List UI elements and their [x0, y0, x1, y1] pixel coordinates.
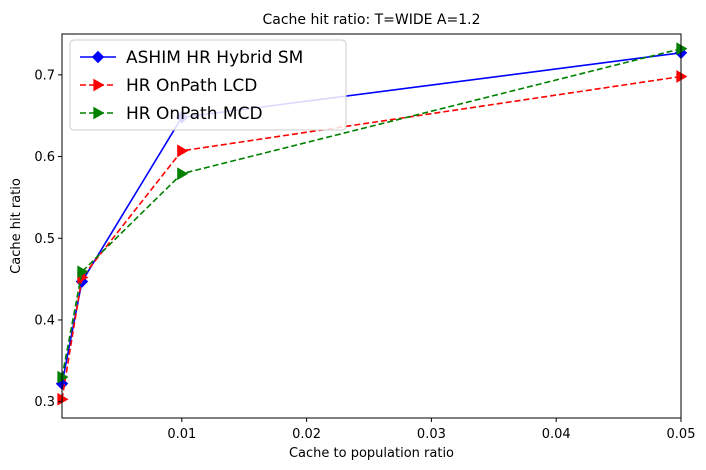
- y-tick-label: 0.6: [34, 150, 55, 165]
- legend-label-2: HR OnPath LCD: [126, 76, 257, 96]
- y-axis-label: Cache hit ratio: [9, 178, 24, 274]
- legend-marker-1: [91, 50, 105, 64]
- y-tick-label: 0.7: [34, 68, 55, 83]
- x-axis: 0.01 0.02 0.03 0.04 0.05: [167, 418, 695, 442]
- series-2: [57, 70, 687, 406]
- series-2-point: [177, 144, 189, 158]
- y-axis: 0.3 0.4 0.5 0.6 0.7: [34, 68, 62, 410]
- x-tick-label: 0.02: [292, 427, 321, 442]
- x-axis-label: Cache to population ratio: [289, 446, 454, 461]
- series-3-point: [676, 42, 687, 56]
- x-tick-label: 0.04: [542, 427, 571, 442]
- legend: ASHIM HR Hybrid SM HR OnPath LCD HR OnPath…: [69, 39, 347, 131]
- y-tick-label: 0.5: [34, 232, 55, 247]
- legend-box: [69, 39, 347, 131]
- series-3-line: [61, 47, 682, 378]
- series-3-point: [57, 370, 69, 384]
- chart-title: Cache hit ratio: T=WIDE A=1.2: [262, 12, 480, 28]
- legend-label-3: HR OnPath MCD: [126, 104, 263, 124]
- legend-label-1: ASHIM HR Hybrid SM: [126, 48, 303, 68]
- y-tick-label: 0.3: [34, 395, 55, 410]
- plot-frame: [61, 33, 682, 419]
- legend-marker-3: [93, 106, 105, 120]
- series-1-line: [61, 51, 682, 384]
- x-tick-label: 0.05: [667, 427, 696, 442]
- series-3-point: [77, 265, 89, 279]
- series-3-point: [177, 167, 189, 181]
- y-tick-label: 0.4: [34, 313, 55, 328]
- legend-marker-2: [93, 78, 105, 92]
- series-2-point: [676, 70, 687, 83]
- x-tick-label: 0.03: [417, 427, 446, 442]
- series-3: [57, 42, 687, 384]
- x-tick-label: 0.01: [167, 427, 196, 442]
- series-2-line: [61, 75, 682, 400]
